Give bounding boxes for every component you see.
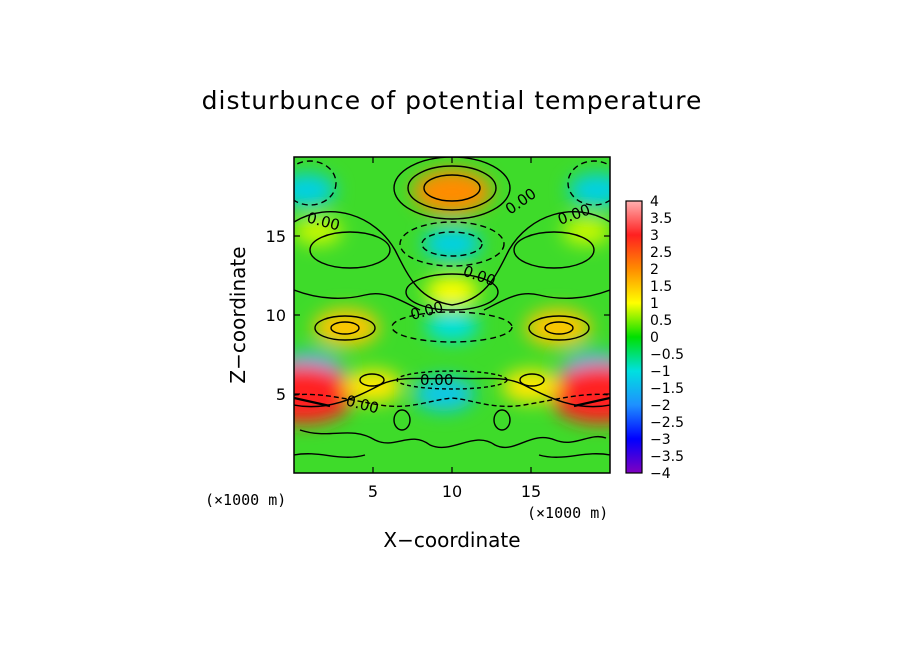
colorbar-tick-label: −3.5 [650, 449, 684, 465]
field-feature [294, 217, 342, 246]
x-tick-label: 10 [442, 482, 462, 501]
field-feature [294, 364, 356, 424]
colorbar [625, 200, 643, 474]
colorbar-tick-label: 2.5 [650, 245, 672, 261]
colorbar-tick-label: 4 [650, 194, 659, 210]
field-feature [412, 169, 492, 215]
colorbar-tick-label: −4 [650, 466, 671, 482]
colorbar-tick-label: −1 [650, 364, 671, 380]
colorbar-tick-label: −0.5 [650, 347, 684, 363]
x-tick-label: 15 [521, 482, 541, 501]
y-tick-label: 15 [266, 227, 286, 246]
field-feature [562, 217, 610, 246]
field-feature [425, 276, 479, 307]
field-feature [413, 376, 475, 412]
field-feature [524, 308, 591, 347]
field-feature [422, 227, 482, 261]
colorbar-tick-label: 2 [650, 262, 659, 278]
colorbar-tick-label: 0 [650, 330, 659, 346]
x-unit-label: (×1000 m) [527, 504, 609, 522]
field-feature [294, 173, 336, 207]
y-tick-label: 5 [276, 385, 286, 404]
field-feature [568, 173, 610, 207]
contour-label: 0.00 [420, 371, 453, 389]
chart-title: disturbunce of potential temperature [201, 86, 703, 115]
field-feature [313, 308, 380, 347]
y-axis-label: Z−coordinate [226, 246, 250, 384]
y-unit-label: (×1000 m) [205, 491, 287, 509]
x-tick-label: 5 [368, 482, 378, 501]
colorbar-ticks: 43.532.521.510.50−0.5−1−1.5−2−2.5−3−3.5−… [650, 194, 684, 482]
colorbar-tick-label: 0.5 [650, 313, 672, 329]
colorbar-tick-label: −3 [650, 432, 671, 448]
colorbar-tick-label: −2.5 [650, 415, 684, 431]
colorbar-tick-label: −2 [650, 398, 671, 414]
colorbar-tick-label: 1 [650, 296, 659, 312]
colorbar-tick-label: 3.5 [650, 211, 672, 227]
contour-lines [294, 157, 610, 458]
y-ticks: 5 10 15 [266, 227, 610, 404]
field-layer: 0.00 0.00 0.00 0.00 0.00 0.00 0.00 [294, 157, 610, 473]
x-axis-label: X−coordinate [383, 528, 521, 552]
x-ticks: 5 10 15 [368, 157, 541, 501]
y-tick-label: 10 [266, 306, 286, 325]
field-feature [548, 364, 610, 424]
field-feature [425, 310, 479, 342]
colorbar-tick-label: 3 [650, 228, 659, 244]
colorbar-tick-label: −1.5 [650, 381, 684, 397]
colorbar-tick-label: 1.5 [650, 279, 672, 295]
